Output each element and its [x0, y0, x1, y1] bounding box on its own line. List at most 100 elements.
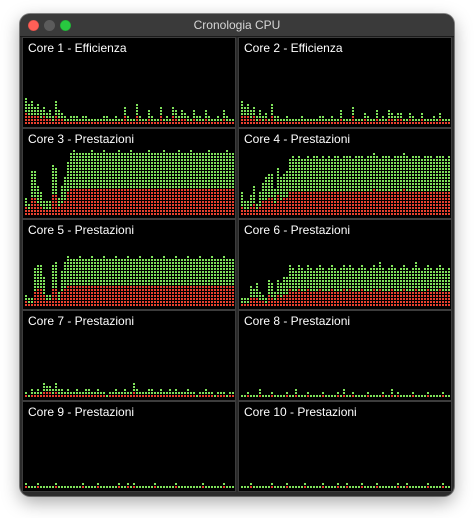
- usage-bar: [58, 389, 60, 397]
- usage-bar: [184, 113, 186, 124]
- usage-bar: [376, 268, 378, 306]
- usage-bar: [49, 386, 51, 397]
- usage-bar: [112, 119, 114, 124]
- usage-bar: [274, 395, 276, 397]
- usage-bar: [361, 156, 363, 215]
- usage-bar: [286, 392, 288, 397]
- core-history-graph: [241, 262, 450, 306]
- usage-bar: [292, 486, 294, 488]
- usage-bar: [361, 119, 363, 124]
- close-window-button[interactable]: [28, 20, 39, 31]
- usage-bar: [277, 486, 279, 488]
- usage-bar: [148, 110, 150, 124]
- usage-bar: [331, 265, 333, 306]
- usage-bar: [259, 192, 261, 215]
- usage-bar: [406, 483, 408, 488]
- usage-bar: [172, 153, 174, 215]
- usage-bar: [154, 259, 156, 306]
- usage-bar: [229, 153, 231, 215]
- usage-bar: [106, 395, 108, 397]
- usage-bar: [373, 265, 375, 306]
- usage-bar: [67, 389, 69, 397]
- usage-bar: [292, 119, 294, 124]
- usage-bar: [205, 389, 207, 397]
- usage-bar: [262, 116, 264, 124]
- usage-bar: [34, 268, 36, 306]
- usage-bar: [349, 119, 351, 124]
- usage-bar: [229, 392, 231, 397]
- usage-bar: [88, 486, 90, 488]
- usage-bar: [199, 486, 201, 488]
- usage-bar: [40, 265, 42, 306]
- usage-bar: [397, 392, 399, 397]
- usage-bar: [220, 259, 222, 306]
- usage-bar: [133, 483, 135, 488]
- usage-bar: [28, 298, 30, 306]
- usage-bar: [28, 486, 30, 488]
- usage-bar: [442, 268, 444, 306]
- usage-bar: [220, 153, 222, 215]
- usage-bar: [373, 486, 375, 488]
- usage-bar: [181, 153, 183, 215]
- usage-bar: [445, 271, 447, 306]
- usage-bar: [91, 392, 93, 397]
- fullscreen-window-button[interactable]: [60, 20, 71, 31]
- core-history-graph: [241, 101, 450, 124]
- usage-bar: [115, 389, 117, 397]
- usage-bar: [94, 153, 96, 215]
- usage-bar: [307, 265, 309, 306]
- usage-bar: [241, 298, 243, 306]
- usage-bar: [298, 486, 300, 488]
- usage-bar: [94, 486, 96, 488]
- usage-bar: [70, 486, 72, 488]
- usage-bar: [139, 256, 141, 306]
- usage-bar: [355, 486, 357, 488]
- usage-bar: [139, 153, 141, 215]
- usage-bar: [61, 389, 63, 397]
- core-history-graph: [25, 98, 234, 124]
- usage-bar: [328, 268, 330, 306]
- usage-bar: [325, 486, 327, 488]
- title-bar[interactable]: Cronologia CPU: [20, 14, 454, 37]
- usage-bar: [304, 483, 306, 488]
- usage-bar: [286, 116, 288, 124]
- usage-bar: [448, 486, 450, 488]
- usage-bar: [124, 486, 126, 488]
- usage-bar: [64, 262, 66, 306]
- usage-bar: [364, 159, 366, 215]
- usage-bar: [283, 395, 285, 397]
- usage-bar: [313, 486, 315, 488]
- usage-bar: [379, 486, 381, 488]
- usage-bar: [157, 119, 159, 124]
- usage-bar: [358, 156, 360, 215]
- usage-bar: [100, 119, 102, 124]
- usage-bar: [394, 268, 396, 306]
- usage-bar: [298, 265, 300, 306]
- usage-bar: [148, 259, 150, 306]
- usage-bar: [109, 119, 111, 124]
- usage-bar: [184, 153, 186, 215]
- usage-bar: [256, 486, 258, 488]
- usage-bar: [214, 153, 216, 215]
- usage-bar: [400, 268, 402, 306]
- usage-bar: [322, 268, 324, 306]
- usage-bar: [391, 265, 393, 306]
- usage-bar: [364, 395, 366, 397]
- usage-bar: [205, 110, 207, 124]
- usage-bar: [391, 159, 393, 215]
- core-history-graph: [241, 389, 450, 397]
- usage-bar: [211, 256, 213, 306]
- usage-bar: [421, 159, 423, 215]
- usage-bar: [241, 486, 243, 488]
- usage-bar: [73, 150, 75, 215]
- usage-bar: [37, 265, 39, 306]
- usage-bar: [43, 486, 45, 488]
- usage-bar: [64, 177, 66, 215]
- usage-bar: [127, 392, 129, 397]
- usage-bar: [436, 119, 438, 124]
- minimize-window-button[interactable]: [44, 20, 55, 31]
- usage-bar: [61, 113, 63, 124]
- usage-bar: [253, 107, 255, 124]
- usage-bar: [244, 107, 246, 124]
- core-history-graph: [25, 150, 234, 215]
